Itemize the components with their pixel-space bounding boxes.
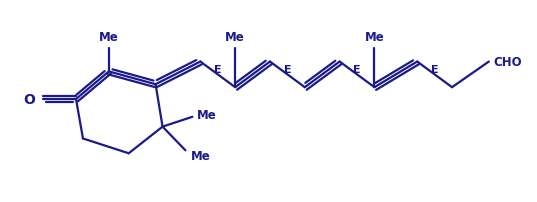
- Text: E: E: [353, 65, 361, 75]
- Text: E: E: [214, 65, 222, 75]
- Text: Me: Me: [191, 149, 210, 162]
- Text: E: E: [284, 65, 291, 75]
- Text: O: O: [23, 93, 35, 106]
- Text: Me: Me: [198, 109, 217, 122]
- Text: Me: Me: [365, 31, 384, 44]
- Text: Me: Me: [226, 31, 245, 44]
- Text: Me: Me: [99, 31, 119, 44]
- Text: E: E: [431, 65, 438, 75]
- Text: CHO: CHO: [494, 56, 523, 69]
